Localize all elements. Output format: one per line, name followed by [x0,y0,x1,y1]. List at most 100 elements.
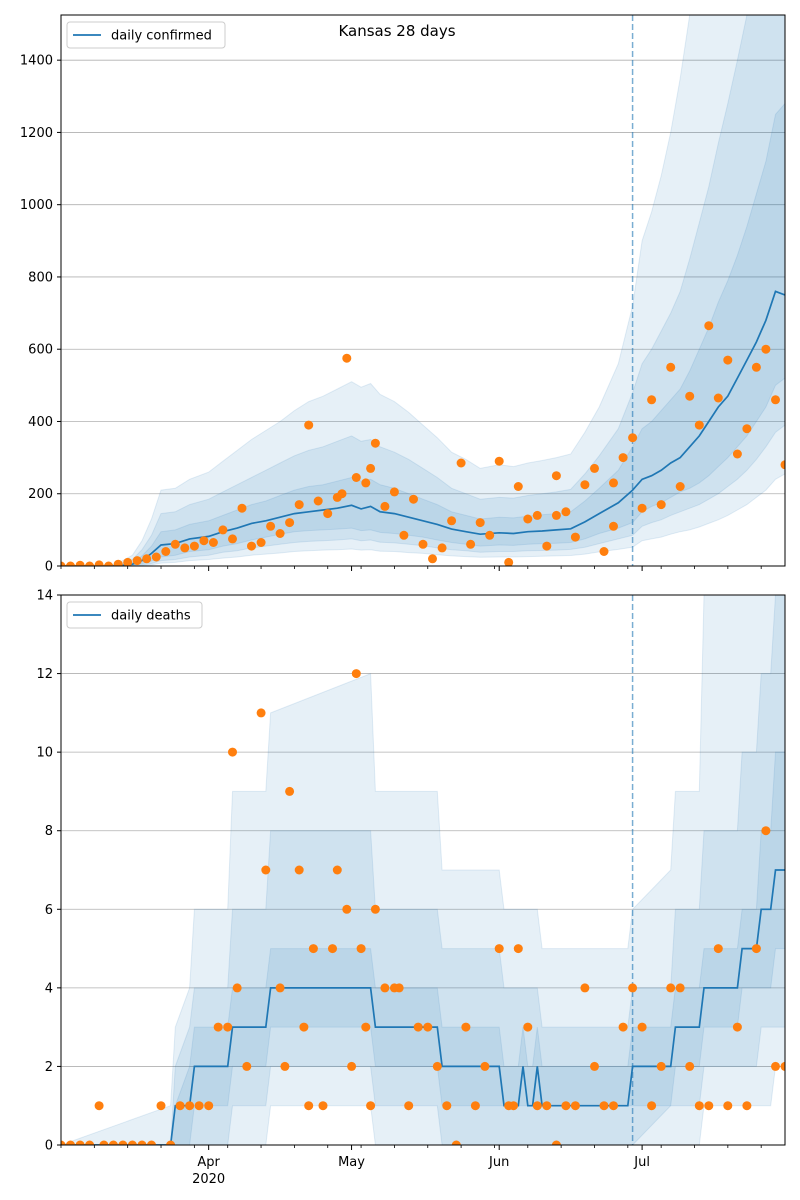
observed-point [470,1101,480,1111]
observed-point [542,1101,552,1111]
observed-point [723,355,733,365]
observed-point [94,560,104,566]
observed-point [551,471,561,481]
observed-point [247,541,256,551]
observed-point [370,438,380,448]
uncertainty-bands [61,15,785,566]
y-tick-label: 1400 [20,54,53,69]
observed-point [685,391,695,401]
observed-point [394,983,404,993]
observed-point [156,1101,166,1111]
observed-point [647,395,657,405]
band-1 [61,102,785,566]
observed-point [75,1140,85,1145]
observed-point [723,1101,733,1111]
uncertainty-bands [61,595,785,1145]
observed-point [313,496,323,506]
observed-point [237,503,247,513]
observed-point [418,539,428,549]
observed-point [399,530,409,540]
observed-point [570,1101,580,1111]
observed-point [342,353,352,363]
band-2 [61,15,785,566]
observed-point [228,747,237,757]
observed-point [299,1022,309,1032]
observed-point [361,1022,371,1032]
observed-point [147,1140,156,1145]
legend-label: daily confirmed [111,29,212,44]
chart-title: Kansas 28 days [338,22,455,40]
observed-point [609,521,618,531]
observed-point [99,1140,109,1145]
observed-point [304,1101,314,1111]
observed-point [132,556,142,566]
observed-point [542,541,552,551]
observed-point [413,1022,423,1032]
observed-point [694,420,704,430]
observed-point [771,395,780,405]
observed-point [732,449,742,459]
observed-point [170,539,180,549]
observed-point [751,362,761,372]
observed-point [185,1101,195,1111]
observed-point [323,509,333,519]
observed-point [223,1022,233,1032]
observed-point [561,1101,571,1111]
observed-point [104,561,114,566]
observed-point [494,944,504,954]
observed-point [285,518,295,528]
observed-point [656,500,666,510]
observed-point [599,547,609,556]
y-tick-label: 1000 [20,198,53,213]
observed-point [118,1140,128,1145]
observed-point [123,557,133,566]
observed-point [180,543,190,553]
observed-point [742,424,752,434]
observed-point [628,983,638,993]
observed-point [285,786,295,796]
observed-point [423,1022,433,1032]
observed-point [266,521,276,531]
observed-point [732,1022,742,1032]
observed-point [370,904,380,914]
observed-point [513,482,523,491]
observed-point [199,536,209,546]
observed-point [380,501,390,511]
observed-point [713,393,723,403]
observed-point [532,1101,542,1111]
observed-point [389,487,399,497]
observed-point [742,1101,752,1111]
y-tick-label: 14 [36,589,53,604]
observed-point [656,1061,666,1071]
observed-point [780,1061,785,1071]
observed-point [751,944,761,954]
legend: daily deaths [66,601,203,629]
observed-point [551,510,561,520]
axes-frame [60,594,786,1146]
observed-point [675,482,685,491]
band-2 [61,595,785,1145]
observed-point [637,1022,647,1032]
observed-point [570,532,580,542]
observed-point [442,1101,452,1111]
observed-point [304,420,314,430]
legend-box [66,601,203,629]
observed-point [256,538,266,547]
observed-point [256,708,266,718]
band-3 [61,15,785,566]
observed-point [580,480,590,490]
observed-point [142,554,152,564]
observed-point [475,518,485,528]
observed-point [218,525,228,535]
observed-point [213,1022,223,1032]
observed-point [361,478,371,488]
observed-point [318,1101,328,1111]
observed-point [694,1101,704,1111]
x-tick-label: Jun [488,1155,509,1170]
observed-point [66,1140,75,1145]
observed-point [328,944,337,954]
observed-points [61,321,785,566]
deaths-chart: 0 2 4 6 8 10 12 14 Apr 2020 May Jun Jul daily deaths [36,589,786,1187]
band-1 [61,751,785,1145]
